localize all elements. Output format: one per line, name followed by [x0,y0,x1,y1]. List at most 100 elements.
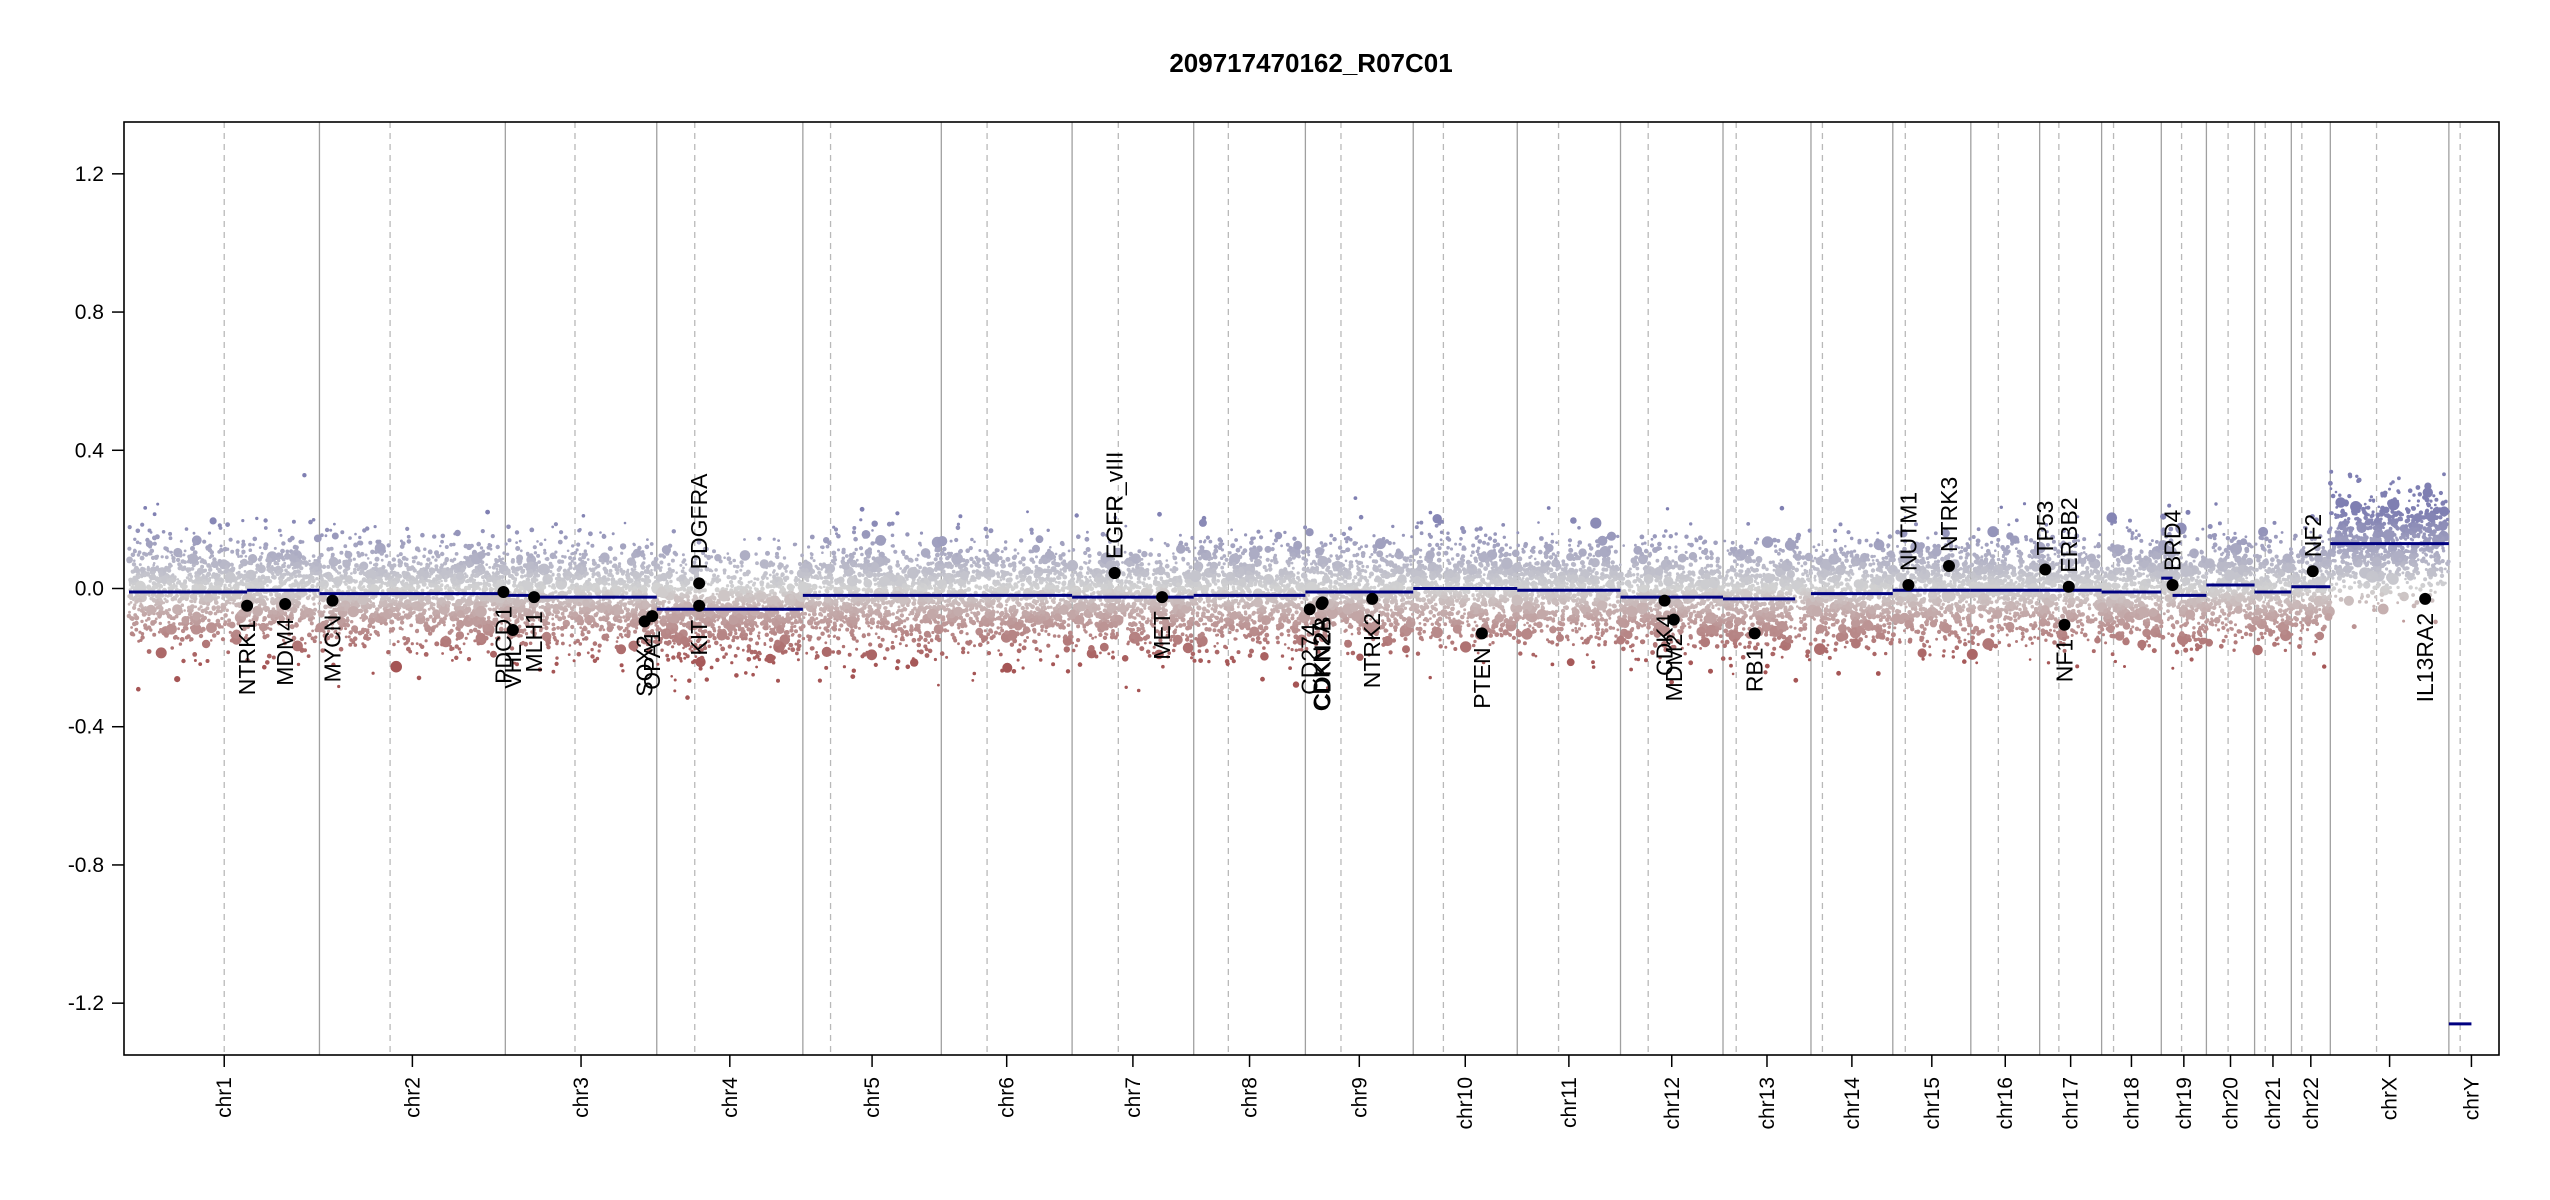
probe-point [207,618,211,623]
probe-point [476,541,482,547]
probe-point [670,568,675,573]
probe-point [676,587,680,592]
probe-point [349,577,353,580]
probe-point [590,647,594,652]
probe-point [557,559,562,564]
probe-point [241,542,246,547]
probe-point [343,573,348,577]
probe-point [453,606,458,611]
probe-point [163,546,168,551]
probe-point [610,610,615,615]
probe-point [328,610,333,615]
probe-point [349,638,354,642]
probe-point [633,629,638,634]
probe-point [591,571,596,577]
probe-point [284,554,290,560]
probe-point [144,627,148,630]
probe-point [420,576,424,580]
probe-point [543,538,547,542]
probe-point [347,635,351,639]
probe-point [454,552,459,556]
probe-point [135,540,140,545]
probe-point [735,569,739,574]
probe-point [673,642,676,645]
probe-point [184,635,189,640]
probe-point [339,550,344,555]
probe-point [709,665,714,670]
probe-point [241,519,245,523]
probe-point [567,568,571,572]
probe-point [765,595,769,598]
probe-point [298,539,303,545]
probe-point [269,592,273,597]
probe-point [560,633,565,637]
probe-point [613,556,618,561]
probe-point [756,577,760,581]
probe-point [248,548,253,552]
probe-point [529,569,534,574]
probe-point [667,600,671,604]
probe-point [210,597,214,601]
probe-point [626,623,631,628]
probe-point [714,554,722,562]
probe-point [172,622,176,626]
probe-point [211,606,216,611]
probe-point [390,660,403,673]
probe-point [314,635,318,639]
probe-point [301,556,307,561]
probe-point [225,547,230,551]
probe-point [446,604,451,608]
probe-point [644,544,650,550]
probe-point [601,616,607,622]
probe-point [733,654,738,658]
probe-point [787,635,791,638]
probe-point [183,565,187,569]
probe-point [639,570,645,576]
probe-point [634,611,638,615]
probe-point [497,555,501,558]
probe-point [752,649,758,655]
probe-point [760,616,763,619]
probe-point [217,523,222,528]
probe-point [471,580,476,584]
probe-point [271,571,275,576]
probe-point [352,636,358,641]
probe-point [751,597,756,601]
probe-point [439,583,444,588]
probe-point [392,642,396,647]
probe-point [760,560,766,566]
probe-point [360,553,364,556]
probe-point [670,629,676,634]
probe-point [554,555,558,559]
probe-point [464,587,468,591]
probe-point [592,641,598,646]
probe-point [563,555,567,559]
probe-point [369,633,373,636]
probe-point [252,615,257,619]
probe-point [426,557,431,562]
probe-point [252,543,255,547]
probe-point [797,614,802,618]
probe-point [658,627,662,630]
probe-point [780,582,784,586]
probe-point [359,568,365,574]
probe-point [146,565,150,569]
probe-point [444,587,447,590]
probe-point [852,530,856,535]
probe-point [602,581,607,586]
probe-point [571,544,575,548]
probe-point [191,619,195,622]
probe-point [164,633,169,638]
probe-point [558,565,563,570]
probe-point [257,576,261,580]
probe-point [139,604,144,608]
probe-point [402,610,406,614]
probe-point [398,552,403,557]
probe-point [513,590,517,595]
probe-point [370,619,375,624]
probe-point [847,598,851,601]
probe-point [711,615,716,620]
probe-point [235,616,241,622]
probe-point [631,608,635,612]
probe-point [598,580,603,585]
